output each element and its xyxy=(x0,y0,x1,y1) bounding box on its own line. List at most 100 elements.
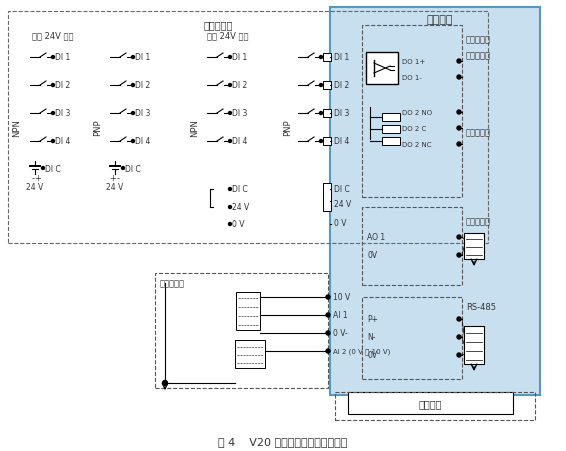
Circle shape xyxy=(319,112,323,115)
Text: 内部 24V 电源: 内部 24V 电源 xyxy=(207,32,248,41)
Circle shape xyxy=(319,84,323,87)
Text: 晶体管输出: 晶体管输出 xyxy=(466,51,491,60)
Bar xyxy=(323,82,331,90)
Circle shape xyxy=(131,84,135,87)
Text: DI 3: DI 3 xyxy=(232,109,247,118)
Circle shape xyxy=(319,56,323,60)
Text: DI 3: DI 3 xyxy=(334,109,349,118)
Text: 继电器输出: 继电器输出 xyxy=(466,128,491,137)
Text: 24 V: 24 V xyxy=(232,203,249,212)
Text: 控制回路: 控制回路 xyxy=(427,15,453,25)
Text: 10 V: 10 V xyxy=(333,293,350,302)
Text: 24 V: 24 V xyxy=(27,183,44,192)
Bar xyxy=(382,138,400,146)
Text: 数字量输出: 数字量输出 xyxy=(466,36,491,44)
Text: AI 1: AI 1 xyxy=(333,311,348,320)
Bar xyxy=(323,138,331,146)
Text: DI 4: DI 4 xyxy=(55,137,70,146)
Circle shape xyxy=(229,84,231,87)
Bar xyxy=(323,184,331,212)
Text: +: + xyxy=(35,174,41,183)
Circle shape xyxy=(457,111,461,115)
Text: DI 4: DI 4 xyxy=(334,137,349,146)
Text: DO 2 NO: DO 2 NO xyxy=(402,110,432,116)
Circle shape xyxy=(457,60,461,64)
Bar xyxy=(323,54,331,62)
Text: 0 V: 0 V xyxy=(334,219,346,228)
Text: AO 1: AO 1 xyxy=(367,233,385,242)
Text: NPN: NPN xyxy=(191,119,199,137)
Circle shape xyxy=(131,112,135,115)
Text: DI 2: DI 2 xyxy=(232,81,247,90)
Circle shape xyxy=(41,167,45,170)
Text: 0V: 0V xyxy=(367,351,377,360)
Circle shape xyxy=(52,84,54,87)
Circle shape xyxy=(229,56,231,60)
Text: N-: N- xyxy=(367,333,375,342)
Circle shape xyxy=(326,313,330,318)
Circle shape xyxy=(229,140,231,143)
Text: PNP: PNP xyxy=(93,120,102,136)
Text: DI 1: DI 1 xyxy=(55,53,70,62)
Circle shape xyxy=(319,140,323,143)
Circle shape xyxy=(457,335,461,339)
Circle shape xyxy=(131,56,135,60)
Bar xyxy=(464,326,484,364)
Text: DO 2 NC: DO 2 NC xyxy=(402,142,431,147)
Circle shape xyxy=(326,349,330,353)
Circle shape xyxy=(229,223,231,226)
Text: 模拟量输出: 模拟量输出 xyxy=(466,217,491,226)
Bar xyxy=(382,126,400,133)
Bar xyxy=(382,114,400,122)
Circle shape xyxy=(162,381,168,386)
Circle shape xyxy=(229,112,231,115)
Text: 0 V-: 0 V- xyxy=(333,329,348,338)
Text: DI 2: DI 2 xyxy=(55,81,70,90)
Text: DI 1: DI 1 xyxy=(135,53,150,62)
Circle shape xyxy=(326,295,330,299)
Text: DO 1+: DO 1+ xyxy=(402,59,425,65)
Circle shape xyxy=(457,318,461,321)
Text: 外部 24V 电源: 外部 24V 电源 xyxy=(32,32,74,41)
Circle shape xyxy=(229,206,231,209)
Bar xyxy=(464,234,484,259)
Text: DI 1: DI 1 xyxy=(334,53,349,62)
Text: RS-485: RS-485 xyxy=(466,303,496,312)
Circle shape xyxy=(457,353,461,357)
Bar xyxy=(236,292,260,330)
Text: DI 3: DI 3 xyxy=(55,109,70,118)
Text: -: - xyxy=(32,174,35,183)
Circle shape xyxy=(52,140,54,143)
Bar xyxy=(323,110,331,118)
Text: 24 V: 24 V xyxy=(334,200,351,209)
Text: DI C: DI C xyxy=(334,185,350,194)
Circle shape xyxy=(457,127,461,131)
Circle shape xyxy=(52,56,54,60)
Circle shape xyxy=(326,331,330,335)
Text: 图 4    V20 变频器控制回路接线端子: 图 4 V20 变频器控制回路接线端子 xyxy=(218,436,348,446)
Text: 0V: 0V xyxy=(367,251,377,260)
Circle shape xyxy=(457,235,461,239)
Text: 0 V: 0 V xyxy=(232,220,245,229)
Text: DI 4: DI 4 xyxy=(232,137,247,146)
Circle shape xyxy=(457,253,461,258)
Text: DI 4: DI 4 xyxy=(135,137,151,146)
Text: DI 2: DI 2 xyxy=(135,81,150,90)
Circle shape xyxy=(457,76,461,80)
Text: 24 V: 24 V xyxy=(106,183,123,192)
Text: DI C: DI C xyxy=(125,164,141,173)
Text: 扩展端口: 扩展端口 xyxy=(419,398,442,408)
Text: DI C: DI C xyxy=(232,185,248,194)
Bar xyxy=(330,8,540,395)
Text: DO 1-: DO 1- xyxy=(402,75,422,81)
Text: 数字量输入: 数字量输入 xyxy=(203,20,233,30)
Text: NPN: NPN xyxy=(12,119,22,137)
Text: DI 2: DI 2 xyxy=(334,81,349,90)
Text: AI 2 (0 V 至 10 V): AI 2 (0 V 至 10 V) xyxy=(333,348,391,354)
Bar xyxy=(366,53,398,85)
Circle shape xyxy=(131,140,135,143)
Bar xyxy=(235,340,265,368)
Circle shape xyxy=(52,112,54,115)
Text: DI C: DI C xyxy=(45,164,61,173)
Text: +: + xyxy=(110,174,117,183)
